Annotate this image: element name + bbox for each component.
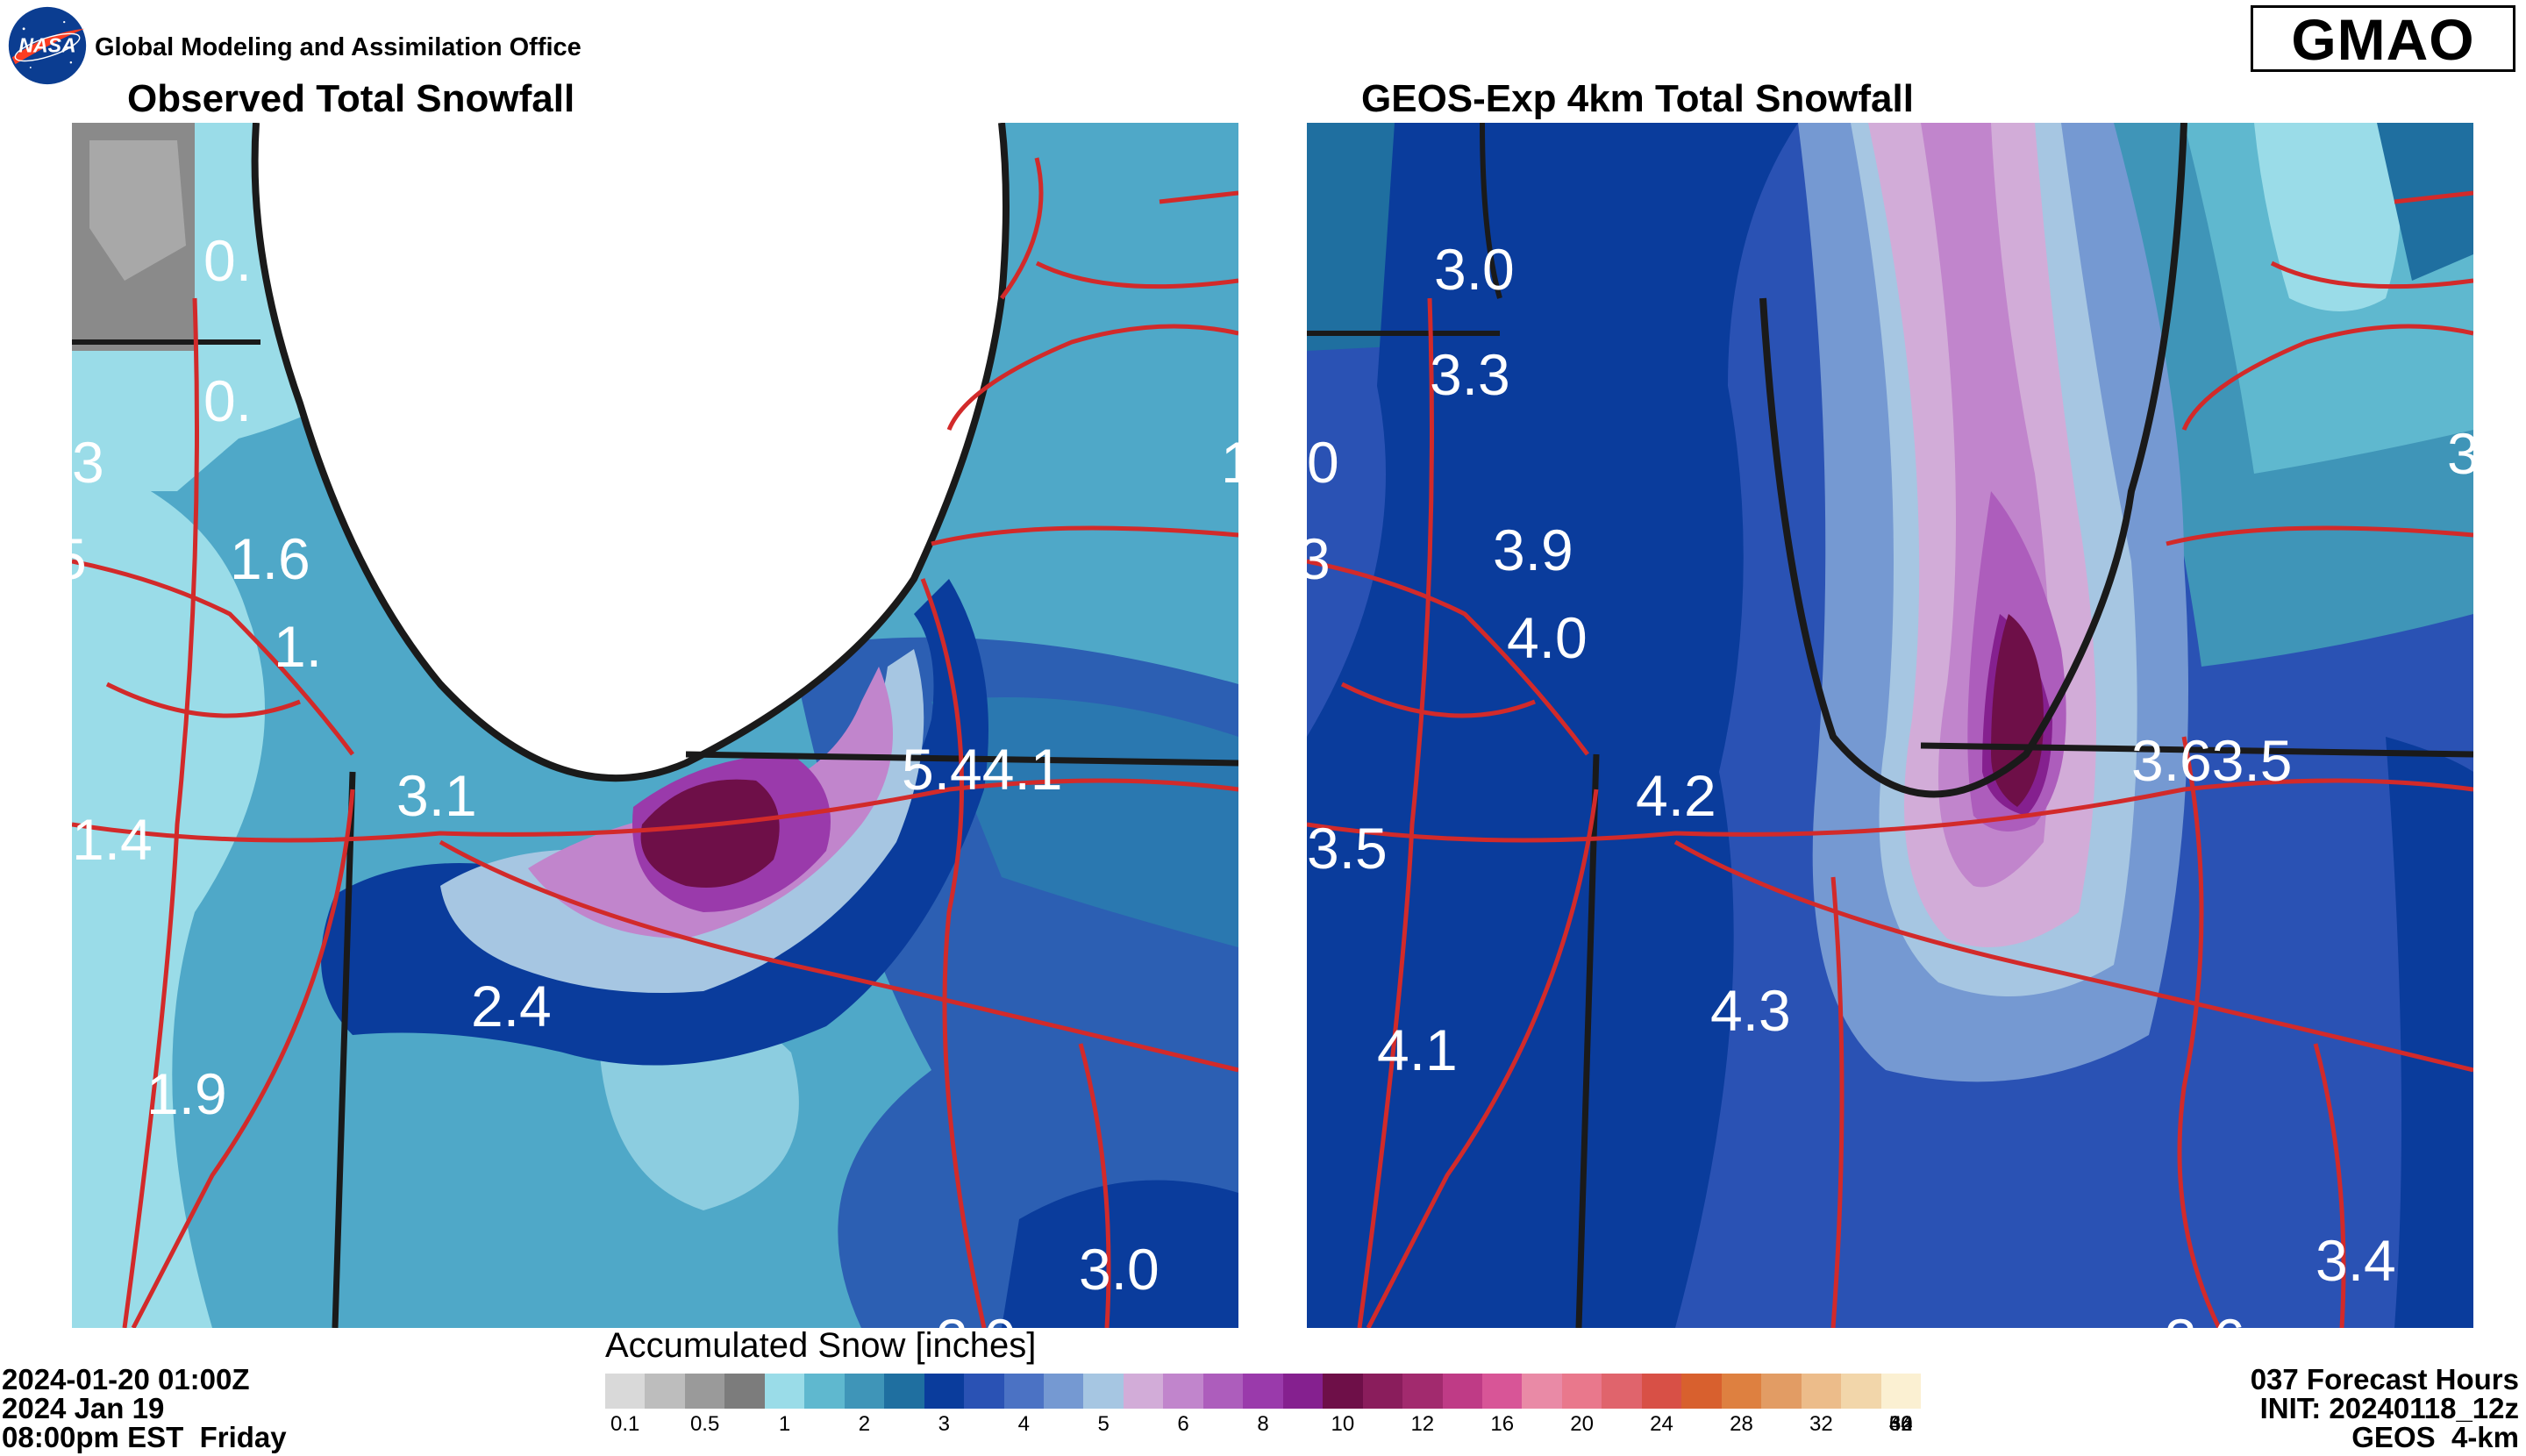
right-map-value-label: 4.1 <box>1377 1017 1458 1082</box>
colorbar-tick-label: 5 <box>1097 1412 1110 1436</box>
colorbar-swatch <box>1841 1374 1881 1409</box>
colorbar-swatch <box>1561 1374 1602 1409</box>
colorbar-tick-label: 0.1 <box>610 1412 640 1436</box>
forecast-info: 037 Forecast Hours INIT: 20240118_12z GE… <box>2250 1363 2519 1453</box>
colorbar-title: Accumulated Snow [inches] <box>605 1326 1037 1365</box>
colorbar-swatch <box>1362 1374 1403 1409</box>
left-map-value-label: 2.4 <box>471 974 552 1038</box>
colorbar-tick-label: 4 <box>1017 1412 1030 1436</box>
colorbar-swatch <box>605 1374 646 1409</box>
right-map-value-label: 0 <box>1307 430 1339 495</box>
colorbar-swatch <box>1243 1374 1283 1409</box>
colorbar-tick-label: 3 <box>938 1412 951 1436</box>
colorbar-swatch <box>844 1374 885 1409</box>
left-map-value-label: 1. <box>274 614 322 679</box>
colorbar-tick-label: 24 <box>1650 1412 1673 1436</box>
colorbar-tick-label: 36 <box>1888 1412 1913 1436</box>
colorbar-swatch <box>924 1374 965 1409</box>
model-snowfall-map: 3.0 3.3 0 3 3.9 4.0 4.2 3.63.5 3.5 4.3 4… <box>1307 123 2473 1328</box>
colorbar-swatch <box>804 1374 845 1409</box>
colorbar-tick-label: 32 <box>1809 1412 1833 1436</box>
left-map-value-label: 0. <box>203 228 252 293</box>
left-map-value-label: 0. <box>203 368 252 433</box>
right-map-value-label: 3 <box>2447 421 2473 486</box>
colorbar-swatch <box>1761 1374 1802 1409</box>
valid-time-info: 2024-01-20 01:00Z 2024 Jan 19 08:00pm ES… <box>2 1363 287 1453</box>
office-name: Global Modeling and Assimilation Office <box>95 33 582 61</box>
left-map-value-label: 1.6 <box>230 526 310 591</box>
colorbar <box>605 1374 1921 1409</box>
colorbar-tick-label: 12 <box>1410 1412 1435 1436</box>
left-map-value-label: 3 <box>72 430 104 495</box>
colorbar-ticks: 0.1 0.5 1 2 3 4 5 6 8 10 12 16 20 24 28 32 36 44 52 60 <box>605 1412 1921 1438</box>
colorbar-swatch <box>1801 1374 1842 1409</box>
colorbar-swatch <box>1681 1374 1722 1409</box>
colorbar-tick-label: 6 <box>1177 1412 1189 1436</box>
colorbar-swatch <box>884 1374 924 1409</box>
colorbar-tick-label: 10 <box>1331 1412 1355 1436</box>
nasa-logo: NASA <box>5 4 89 88</box>
colorbar-tick-label: 60 <box>1888 1412 1913 1436</box>
colorbar-tick-label: 0.5 <box>689 1412 720 1436</box>
right-map-value-label: 3.4 <box>2316 1228 2396 1293</box>
colorbar-swatch <box>1602 1374 1642 1409</box>
colorbar-swatch <box>764 1374 805 1409</box>
gmao-logo: GMAO <box>2251 5 2515 72</box>
colorbar-swatch <box>1721 1374 1762 1409</box>
colorbar-swatch <box>1481 1374 1523 1409</box>
right-panel-title: GEOS-Exp 4km Total Snowfall <box>1361 77 1914 120</box>
right-map-value-label: 3.9 <box>1493 517 1573 582</box>
colorbar-swatch <box>1003 1374 1044 1409</box>
colorbar-swatch <box>1442 1374 1482 1409</box>
left-map-value-label: 3.0 <box>1079 1237 1160 1302</box>
right-map-value-label: 3.3 <box>1430 342 1510 407</box>
colorbar-swatch <box>684 1374 725 1409</box>
left-map-value-label: 1.9 <box>146 1061 227 1126</box>
left-map-value-label: 3.1 <box>396 763 477 828</box>
colorbar-swatch <box>1880 1374 1921 1409</box>
left-map-value-label: 1.4 <box>72 807 153 872</box>
colorbar-tick-label: 8 <box>1257 1412 1269 1436</box>
colorbar-swatch <box>1163 1374 1203 1409</box>
right-map-value-label: 3.63.5 <box>2131 728 2293 793</box>
right-map-value-label: 4.2 <box>1636 763 1716 828</box>
colorbar-swatch <box>1402 1374 1443 1409</box>
colorbar-tick-label: 20 <box>1570 1412 1594 1436</box>
right-map-value-label: 3.5 <box>1307 816 1388 881</box>
colorbar-tick-label: 52 <box>1888 1412 1913 1436</box>
colorbar-swatch <box>1123 1374 1164 1409</box>
right-map-value-label: 3.0 <box>1434 237 1515 302</box>
observed-snowfall-map: 0. 0. 3 5 1.6 1. 3.1 5.44.1 1.4 2.4 1.9 … <box>72 123 1238 1328</box>
colorbar-swatch <box>1202 1374 1244 1409</box>
right-map-value-label: 3 <box>1307 526 1331 591</box>
colorbar-swatch <box>1083 1374 1124 1409</box>
colorbar-tick-label: 16 <box>1490 1412 1515 1436</box>
colorbar-swatch <box>1522 1374 1562 1409</box>
colorbar-swatch <box>964 1374 1004 1409</box>
colorbar-swatch <box>1641 1374 1682 1409</box>
left-panel-title: Observed Total Snowfall <box>127 77 575 120</box>
colorbar-tick-label: 28 <box>1730 1412 1753 1436</box>
right-map-value-label: 4.0 <box>1507 605 1588 670</box>
left-map-value-label: 5.44.1 <box>902 737 1063 802</box>
left-map-value-label: 2.0 <box>936 1307 1017 1328</box>
right-map-value-label: 4.3 <box>1710 978 1791 1043</box>
nasa-logo-text: NASA <box>18 34 75 57</box>
colorbar-swatch <box>1043 1374 1084 1409</box>
colorbar-swatch <box>724 1374 765 1409</box>
left-map-value-label: 1.0 <box>1221 430 1238 495</box>
colorbar-swatch <box>645 1374 685 1409</box>
right-map-value-label: 3.6 <box>2165 1307 2245 1328</box>
colorbar-tick-label: 2 <box>858 1412 871 1436</box>
left-map-value-label: 5 <box>72 526 87 591</box>
colorbar-swatch <box>1323 1374 1363 1409</box>
colorbar-swatch <box>1282 1374 1324 1409</box>
colorbar-tick-label: 44 <box>1888 1412 1913 1436</box>
colorbar-tick-label: 1 <box>778 1412 791 1436</box>
